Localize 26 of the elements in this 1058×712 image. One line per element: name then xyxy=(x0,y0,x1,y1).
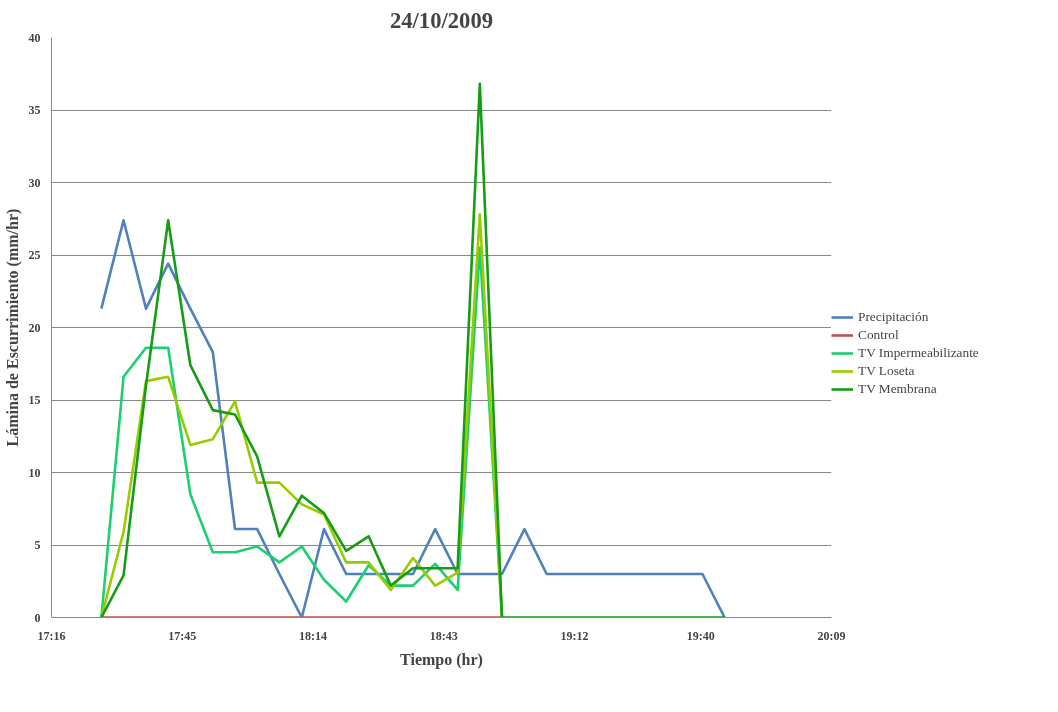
legend-label: TV Loseta xyxy=(858,363,915,379)
y-axis-title: Lámina de Escurrimiento (mm/hr) xyxy=(3,208,22,447)
legend-label: TV Impermeabilizante xyxy=(858,345,979,361)
y-tick-label: 10 xyxy=(28,465,41,480)
legend-label: Precipitación xyxy=(858,309,929,325)
x-tick-label: 18:43 xyxy=(429,628,458,643)
y-tick-label: 35 xyxy=(28,103,41,117)
legend-label: TV Membrana xyxy=(858,381,937,397)
y-tick-label: 20 xyxy=(28,320,41,335)
y-tick-label: 40 xyxy=(28,30,41,45)
y-tick-label: 15 xyxy=(28,393,41,407)
y-tick-label: 5 xyxy=(34,538,41,552)
legend-label: Control xyxy=(858,327,899,343)
x-tick-label: 17:45 xyxy=(168,628,197,643)
x-tick-label: 19:40 xyxy=(686,628,715,643)
x-tick-label: 17:16 xyxy=(37,628,66,643)
y-tick-label: 30 xyxy=(28,175,41,190)
line-series xyxy=(100,82,726,618)
x-tick-label: 19:12 xyxy=(560,628,589,643)
chart-title: 24/10/2009 xyxy=(389,7,494,33)
y-tick-label: 25 xyxy=(28,248,41,262)
y-tick-label: 0 xyxy=(34,610,41,625)
line-series xyxy=(100,218,726,618)
x-tick-label: 20:09 xyxy=(817,628,846,643)
x-tick-label: 18:14 xyxy=(298,628,327,643)
x-axis-title: Tiempo (hr) xyxy=(400,650,483,669)
